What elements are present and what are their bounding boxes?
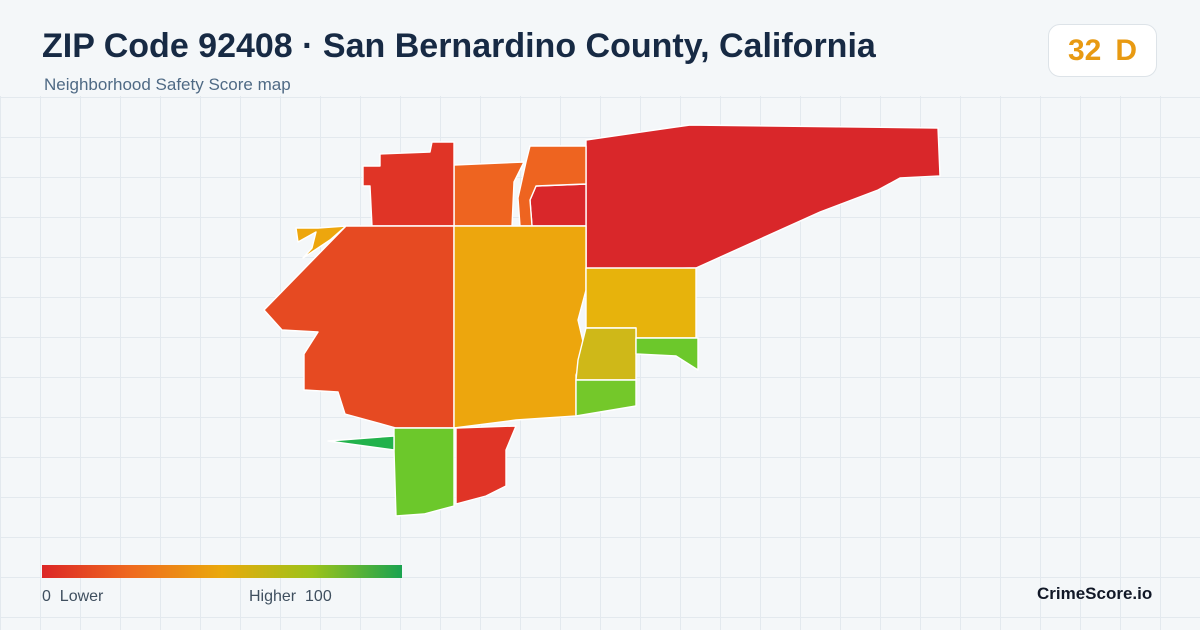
map-region-northwest[interactable]: [362, 141, 455, 227]
legend-low-label: 0 Lower: [42, 588, 103, 606]
map-region-southeast-green[interactable]: [575, 379, 637, 417]
map-region-east-olive[interactable]: [575, 327, 637, 381]
map-region-south-emerald-sliver[interactable]: [327, 435, 395, 451]
map-region-north-orange[interactable]: [453, 161, 525, 227]
header: ZIP Code 92408 · San Bernardino County, …: [0, 0, 1200, 96]
map-region-east-green-strip[interactable]: [635, 337, 699, 371]
legend-color-scale: [42, 565, 402, 578]
map-region-south-red[interactable]: [455, 425, 517, 505]
page-subtitle: Neighborhood Safety Score map: [44, 75, 291, 94]
map-region-southwest-green[interactable]: [393, 427, 455, 517]
brand-label[interactable]: CrimeScore.io: [1037, 584, 1153, 603]
score-badge: 32 D: [1048, 24, 1157, 77]
legend-high-label: Higher 100: [249, 588, 332, 606]
map-region-far-west-sliver[interactable]: [295, 225, 347, 259]
map-region-central[interactable]: [453, 225, 587, 429]
map-region-northeast[interactable]: [585, 124, 941, 271]
legend-low-value: 0: [42, 588, 51, 605]
page-title: ZIP Code 92408 · San Bernardino County, …: [42, 27, 876, 65]
legend-high-text: Higher: [249, 588, 297, 605]
score-value: 32: [1067, 33, 1102, 67]
map-region-west[interactable]: [263, 225, 455, 429]
legend-low-text: Lower: [59, 588, 104, 605]
map-region-north-orange-east[interactable]: [517, 145, 587, 227]
legend-high-value: 100: [305, 588, 332, 605]
score-grade: D: [1115, 33, 1138, 67]
